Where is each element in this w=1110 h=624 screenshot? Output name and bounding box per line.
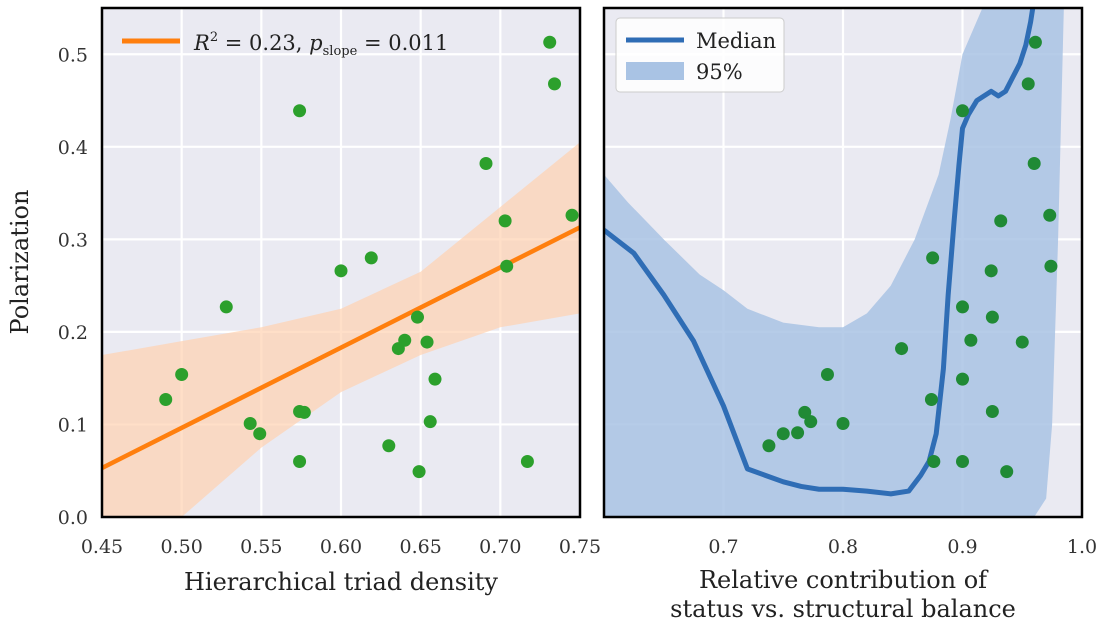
legend-fit-label: R2 = 0.23, pslope = 0.011 (193, 30, 448, 59)
left-x-tick-label: 0.45 (81, 536, 123, 558)
left-x-tick-label: 0.70 (479, 536, 521, 558)
scatter-point (565, 208, 579, 222)
left-y-ticks: 0.0 0.1 0.2 0.3 0.4 0.5 (58, 44, 88, 529)
left-legend: R2 = 0.23, pslope = 0.011 (122, 30, 448, 59)
scatter-point (159, 392, 173, 406)
right-x-tick-label: 0.7 (708, 536, 738, 558)
right-x-tick-label: 1.0 (1067, 536, 1097, 558)
scatter-point (253, 427, 267, 441)
scatter-point (500, 259, 514, 273)
scatter-point (820, 367, 834, 381)
scatter-point (175, 367, 189, 381)
y-tick-label: 0.0 (58, 507, 88, 529)
scatter-point (927, 454, 941, 468)
scatter-point (297, 405, 311, 419)
scatter-point (293, 454, 307, 468)
fit-confidence-band (102, 142, 580, 517)
scatter-point (420, 335, 434, 349)
scatter-point (994, 214, 1008, 228)
scatter-point (1027, 156, 1041, 170)
left-x-axis-label: Hierarchical triad density (184, 568, 498, 596)
legend-median-label: Median (696, 29, 776, 53)
legend-ci-swatch (626, 62, 684, 80)
y-tick-label: 0.1 (58, 414, 88, 436)
scatter-point (1015, 335, 1029, 349)
scatter-point (520, 454, 534, 468)
scatter-point (243, 417, 257, 431)
ci-95-band (604, 8, 1064, 517)
right-panel: 0.7 0.8 0.9 1.0 Relative contribution of st… (602, 6, 1097, 623)
scatter-point (364, 251, 378, 265)
left-x-tick-label: 0.75 (559, 536, 601, 558)
scatter-point (410, 310, 424, 324)
left-scatter-points (159, 35, 579, 479)
scatter-point (956, 454, 969, 468)
scatter-point (985, 404, 999, 418)
scatter-point (924, 392, 938, 406)
median-line (604, 8, 1036, 497)
y-tick-label: 0.3 (58, 229, 88, 251)
scatter-point (398, 333, 412, 347)
scatter-point (423, 415, 437, 429)
right-x-tick-label: 0.8 (828, 536, 858, 558)
scatter-point (836, 417, 850, 431)
scatter-point (956, 104, 969, 118)
scatter-point (1044, 259, 1058, 273)
scatter-point (791, 426, 805, 440)
y-axis-label: Polarization (6, 190, 34, 335)
left-x-tick-label: 0.65 (400, 536, 442, 558)
left-panel: 0.45 0.50 0.55 0.60 0.65 0.70 0.75 0.00.10.20.… (6, 6, 601, 596)
right-scatter-points (762, 35, 1058, 479)
scatter-point (1000, 465, 1014, 479)
scatter-point (382, 439, 396, 453)
scatter-point (1028, 35, 1042, 49)
legend-ci-label: 95% (696, 60, 743, 84)
scatter-point (293, 104, 307, 118)
scatter-point (428, 372, 442, 386)
left-frame (100, 6, 582, 519)
y-tick-label: 0.5 (58, 44, 88, 66)
right-frame (602, 6, 1084, 519)
scatter-point (543, 35, 557, 49)
left-x-tick-label: 0.55 (240, 536, 282, 558)
scatter-point (804, 415, 818, 429)
scatter-point (1021, 77, 1035, 91)
y-tick-label: 0.2 (58, 322, 88, 344)
y-tick-label: 0.4 (58, 137, 88, 159)
scatter-point (498, 214, 512, 228)
right-x-ticks: 0.7 0.8 0.9 1.0 (708, 536, 1097, 558)
scatter-point (219, 300, 233, 314)
scatter-point (762, 439, 776, 453)
right-x-tick-label: 0.9 (947, 536, 977, 558)
scatter-point (926, 251, 940, 265)
left-x-tick-label: 0.50 (161, 536, 203, 558)
scatter-point (334, 264, 348, 278)
left-x-tick-label: 0.60 (320, 536, 362, 558)
scatter-point (1043, 208, 1057, 222)
right-x-axis-label-line2: status vs. structural balance (670, 595, 1016, 623)
left-x-ticks: 0.45 0.50 0.55 0.60 0.65 0.70 0.75 (81, 536, 601, 558)
right-x-axis-label-line1: Relative contribution of (699, 566, 989, 594)
scatter-point (479, 156, 493, 170)
scatter-point (798, 405, 812, 419)
scatter-point (956, 300, 969, 314)
scatter-point (985, 310, 999, 324)
scatter-point (776, 427, 790, 441)
scatter-point (548, 77, 562, 91)
scatter-point (984, 264, 998, 278)
scatter-point (956, 372, 969, 386)
scatter-point (964, 333, 978, 347)
scatter-point (895, 342, 909, 356)
right-legend: Median 95% (615, 17, 785, 93)
scatter-point (412, 465, 426, 479)
